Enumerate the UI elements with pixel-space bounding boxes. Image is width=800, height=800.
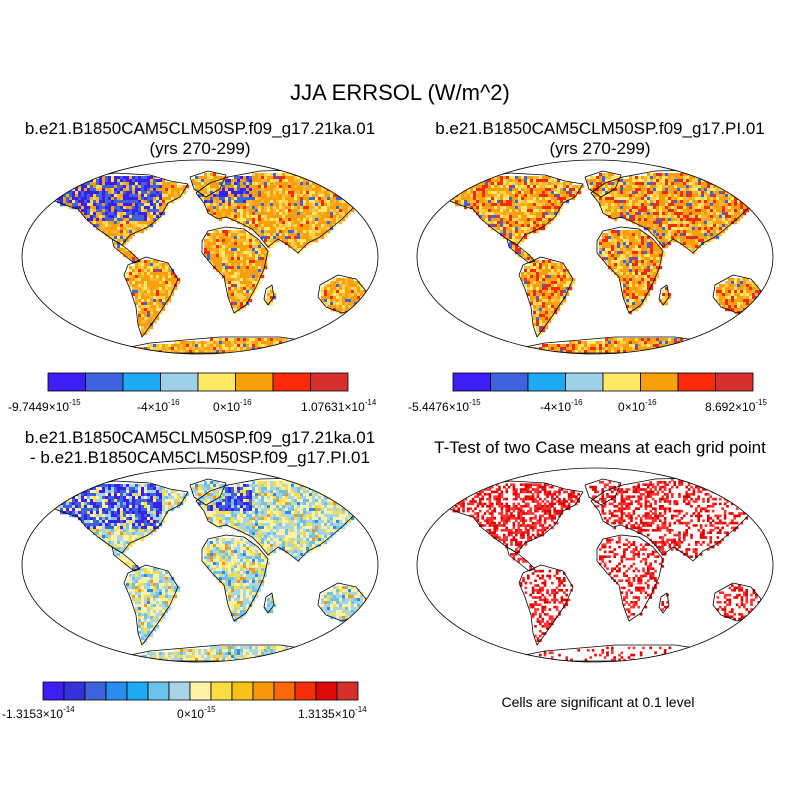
panel1-cbar-label-3: 0×10-16	[213, 398, 252, 414]
panel1-cbar-label-2: -4×10-16	[137, 398, 180, 414]
panel1-map	[21, 159, 379, 355]
panel3-cbar-label-mid: 0×10-15	[177, 705, 216, 721]
panel1-title-line1: b.e21.B1850CAM5CLM50SP.f09_g17.21ka.01	[24, 119, 376, 138]
panel3-title-line1: b.e21.B1850CAM5CLM50SP.f09_g17.21ka.01	[24, 428, 376, 447]
panel3-map	[21, 467, 379, 663]
panel2-title-line2: (yrs 270-299)	[549, 139, 651, 158]
panel1-cbar-label-max: 1.07631×10-14	[301, 398, 377, 414]
panel1-colorbar	[47, 372, 349, 392]
panel4-land	[442, 477, 765, 662]
panel4-title: T-Test of two Case means at each grid po…	[434, 438, 766, 457]
panel3-colorbar	[42, 681, 359, 701]
panel2-cbar-label-min: -5.4476×10-15	[408, 398, 481, 414]
panel4-note: Cells are significant at 0.1 level	[501, 694, 695, 710]
figure-title: JJA ERRSOL (W/m^2)	[290, 80, 510, 105]
panel4-map	[416, 467, 774, 663]
panel2-map	[416, 159, 774, 355]
panel2-cbar-label-max: 8.692×10-15	[705, 398, 767, 414]
panel3-land	[47, 477, 370, 662]
panel3-cbar-label-max: 1.3135×10-14	[298, 705, 367, 721]
panel2-colorbar-labels: -5.4476×10-15 -4×10-16 0×10-16 8.692×10-…	[400, 398, 800, 414]
panel1-colorbar-labels: -9.7449×10-15 -4×10-16 0×10-16 1.07631×1…	[0, 398, 400, 414]
panel3-title-line2: - b.e21.B1850CAM5CLM50SP.f09_g17.PI.01	[30, 448, 370, 467]
panel2-cbar-label-2: -4×10-16	[540, 398, 583, 414]
panel1-cbar-label-min: -9.7449×10-15	[8, 398, 81, 414]
panel2-title-line1: b.e21.B1850CAM5CLM50SP.f09_g17.PI.01	[435, 119, 765, 138]
panel1-title-line2: (yrs 270-299)	[149, 139, 251, 158]
panel3-colorbar-labels: -1.3153×10-14 0×10-15 1.3135×10-14	[0, 705, 400, 721]
panel3-cbar-label-min: -1.3153×10-14	[2, 705, 75, 721]
panel2-colorbar	[452, 372, 754, 392]
panel2-land	[442, 169, 765, 354]
panel2-cbar-label-3: 0×10-16	[618, 398, 657, 414]
panel1-land	[47, 169, 370, 354]
